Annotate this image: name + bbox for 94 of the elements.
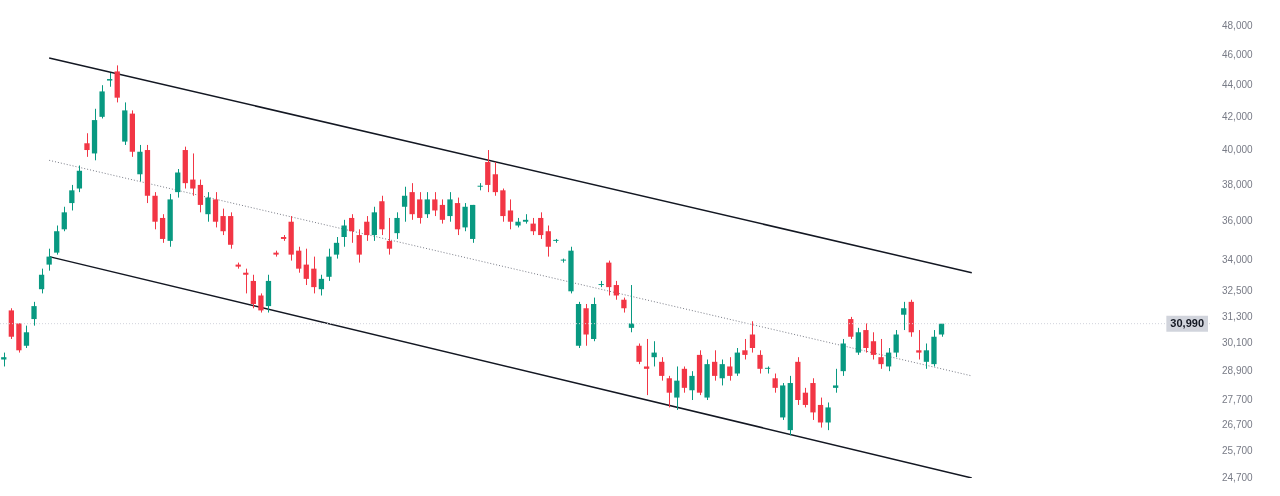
candlestick: [636, 342, 642, 365]
candlestick: [356, 228, 362, 264]
candlestick: [394, 211, 400, 240]
y-tick-label: 31,300: [1222, 310, 1254, 322]
candlestick: [69, 184, 75, 211]
candlestick: [833, 368, 839, 394]
y-tick-label: 36,000: [1222, 215, 1254, 227]
candlestick: [878, 338, 884, 370]
candlestick: [205, 191, 211, 223]
candlestick: [447, 191, 453, 223]
candlestick: [250, 274, 256, 309]
y-tick-label: 42,000: [1222, 110, 1254, 122]
candlestick: [825, 401, 831, 431]
candlestick: [681, 365, 688, 394]
y-tick-label: 27,700: [1222, 393, 1254, 405]
candlestick: [243, 268, 249, 294]
candlestick: [628, 284, 635, 333]
y-tick-label: 28,900: [1222, 364, 1254, 376]
candlestick: [855, 327, 861, 356]
candlestick: [613, 280, 619, 301]
candlestick: [545, 225, 551, 258]
candlestick: [159, 213, 166, 244]
candlestick: [817, 397, 824, 429]
candlestick: [734, 347, 740, 377]
y-tick-label: 25,700: [1222, 444, 1254, 456]
candlestick: [802, 387, 809, 408]
candlestick: [643, 338, 650, 396]
candlestick: [364, 215, 370, 242]
candlestick: [424, 191, 430, 219]
candlestick: [311, 256, 317, 294]
y-tick-label: 26,700: [1222, 418, 1254, 430]
candlestick: [296, 246, 302, 274]
candlestick: [220, 208, 226, 236]
candlestick: [76, 165, 83, 193]
candlestick: [538, 211, 544, 240]
y-tick-label: 30,100: [1222, 337, 1254, 349]
y-tick-label: 38,000: [1222, 178, 1254, 190]
candlestick: [772, 373, 778, 394]
candlestick: [870, 331, 877, 360]
candlestick: [916, 329, 922, 360]
candlestick: [848, 316, 854, 340]
y-tick-label: 24,700: [1222, 471, 1254, 483]
candlestick: [923, 342, 930, 370]
candlestick: [409, 182, 415, 221]
y-tick-label: 48,000: [1222, 19, 1254, 31]
candlestick: [303, 248, 309, 286]
candlestick: [432, 191, 438, 217]
candlestick: [901, 301, 907, 331]
candlestick: [212, 191, 219, 228]
candlestick: [349, 213, 355, 244]
candlestick: [507, 198, 514, 230]
y-tick-label: 32,500: [1222, 285, 1254, 297]
y-tick-label: 34,000: [1222, 254, 1254, 266]
candlestick: [31, 301, 37, 327]
candlestick: [137, 144, 143, 182]
candlestick: [749, 320, 756, 354]
candlestick: [666, 375, 672, 408]
candlestick: [719, 359, 725, 386]
candlestick: [659, 356, 665, 382]
candlestick: [46, 248, 52, 272]
candlestick: [258, 292, 264, 314]
y-tick-label: 44,000: [1222, 78, 1254, 90]
candlestick: [712, 349, 718, 382]
candlestick: [462, 202, 468, 232]
candlestick: [61, 206, 67, 232]
candlestick: [23, 325, 30, 349]
candlestick: [417, 191, 423, 225]
candlestick: [371, 206, 377, 242]
candlestick: [190, 152, 196, 197]
candlestick: [386, 217, 393, 256]
candlestick: [326, 248, 332, 282]
candlestick: [764, 365, 771, 375]
candlestick: [893, 329, 899, 358]
ref-line-label: 30,990: [1170, 316, 1205, 329]
candlestick: [341, 219, 347, 248]
candlestick: [318, 274, 325, 296]
candlestick: [439, 198, 446, 225]
candlestick: [757, 349, 763, 375]
candlestick: [727, 356, 733, 382]
candlestick: [863, 322, 869, 354]
candlestick: [674, 365, 680, 411]
candlestick: [492, 161, 498, 197]
candlestick: [401, 186, 408, 223]
candlestick: [38, 268, 45, 294]
candlestick: [84, 132, 90, 158]
y-tick-label: 40,000: [1222, 143, 1254, 155]
y-tick-label: 46,000: [1222, 48, 1254, 60]
candlestick: [197, 179, 204, 213]
candlestick: [333, 236, 340, 260]
candlestick: [175, 168, 181, 199]
candlestick: [742, 338, 748, 360]
candlestick: [689, 370, 695, 401]
candlestick: [54, 225, 60, 256]
candlestick: [485, 149, 491, 193]
